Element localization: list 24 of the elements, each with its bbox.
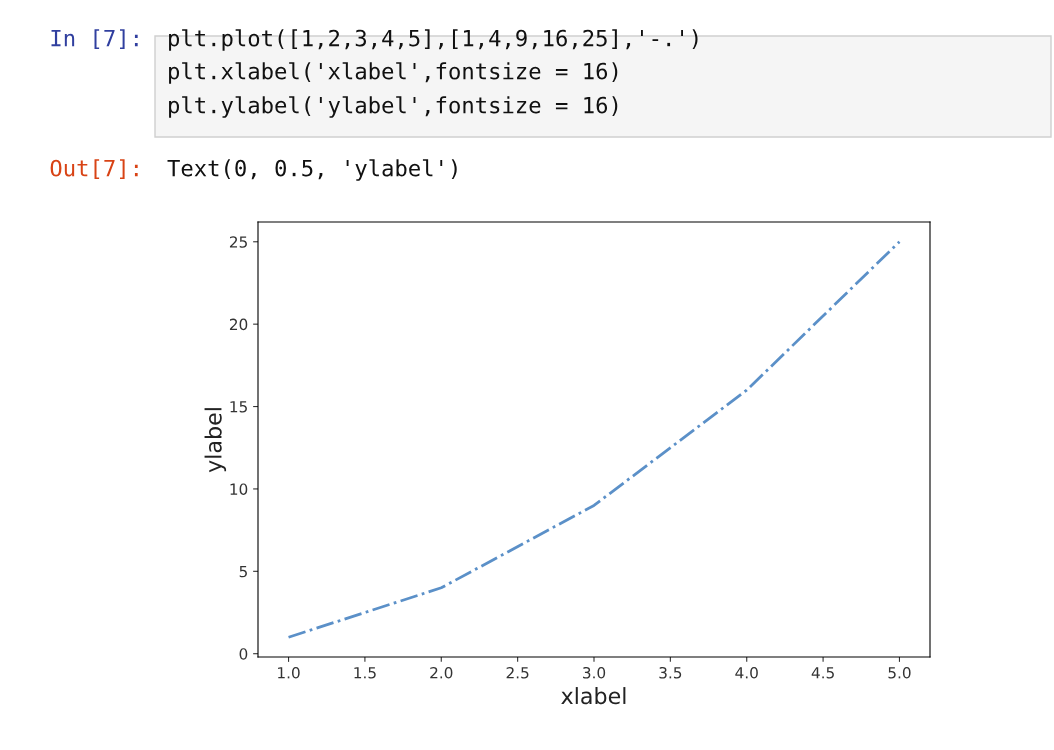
- y-tick-label: 25: [229, 236, 247, 248]
- y-tick-label: 5: [239, 565, 247, 578]
- text: In [7]:: [51, 29, 138, 50]
- text: plt.ylabel('ylabel',fontsize = 16): [169, 96, 618, 118]
- text: Out[7]:: [50, 159, 138, 180]
- x-tick-label: 1.5: [354, 667, 376, 679]
- x-tick-label: 5.0: [888, 666, 911, 679]
- x-tick-label: 3.5: [659, 666, 682, 679]
- text: plt.xlabel('xlabel',fontsize = 16): [169, 62, 618, 84]
- y-axis-title: ylabel: [204, 408, 227, 473]
- text: plt.plot([1,2,3,4,5],[1,4,9,16,25],'-.'): [169, 29, 698, 51]
- x-tick-label: 1.0: [278, 666, 300, 679]
- x-tick-label: 4.5: [811, 667, 834, 679]
- y-tick-label: 15: [230, 401, 247, 413]
- y-tick-label: 10: [230, 483, 248, 495]
- x-axis-title: xlabel: [561, 687, 626, 705]
- y-tick-label: 0: [239, 648, 248, 660]
- text: Text(0, 0.5, 'ylabel'): [167, 159, 457, 181]
- y-tick-label: 20: [229, 318, 248, 331]
- x-tick-label: 2.0: [430, 666, 453, 679]
- x-tick-label: 2.5: [506, 666, 529, 679]
- x-tick-label: 3.0: [583, 666, 606, 679]
- line-series: [287, 240, 901, 639]
- x-tick-label: 4.0: [735, 666, 758, 679]
